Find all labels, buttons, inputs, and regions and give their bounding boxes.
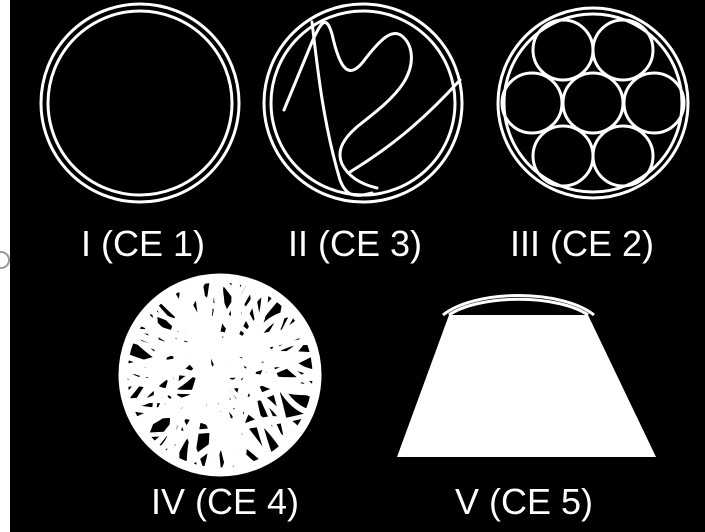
caption-III: III (CE 2): [509, 223, 655, 264]
fiber-strand: [140, 306, 313, 346]
shape-V-arch-trapezoid: [397, 294, 656, 457]
fiber-strand: [128, 412, 272, 468]
fiber-strand: [130, 316, 313, 350]
fiber-strand: [226, 299, 295, 468]
caption-IV: IV (CE 4): [150, 481, 300, 522]
fiber-strand: [127, 282, 188, 421]
caption-I: I (CE 1): [80, 223, 206, 264]
edge-circle-marker: [0, 251, 10, 269]
fiber-strand: [235, 362, 313, 468]
fiber-strand: [178, 416, 305, 468]
fiber-strand: [136, 309, 179, 458]
fiber-strand: [237, 324, 312, 448]
shape-I-empty-tube: [39, 2, 241, 204]
caption-V: V (CE 5): [454, 481, 594, 522]
fiber-strand: [149, 282, 262, 454]
fiber-strand: [185, 282, 313, 382]
shape-III-multi-cell-tube: [496, 6, 690, 200]
fiber-strand: [204, 282, 263, 468]
shape-II-partitioned-tube: [262, 2, 464, 204]
fiber-strand: [161, 282, 208, 463]
caption-II: II (CE 3): [287, 223, 423, 264]
shape-IV-fiber-tangle: [118, 273, 322, 477]
